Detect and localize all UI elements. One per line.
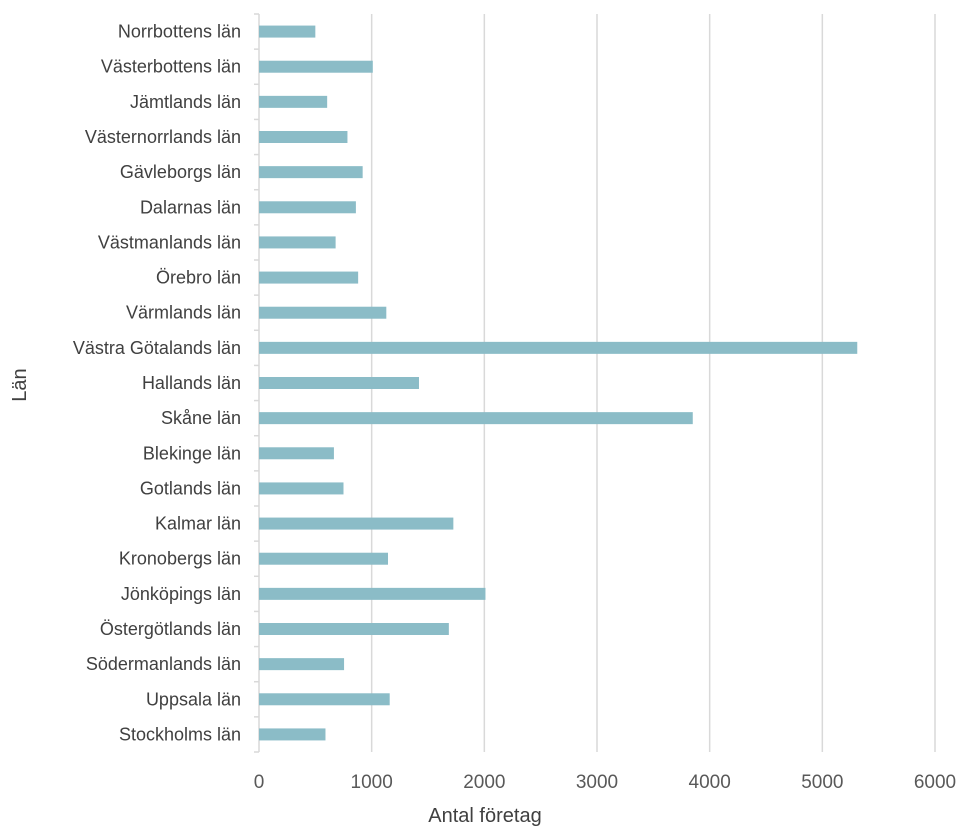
bar: [259, 306, 387, 319]
x-tick-label: 6000: [914, 772, 956, 793]
bar: [259, 412, 693, 425]
bar: [259, 95, 328, 108]
y-axis: [254, 13, 260, 753]
bar: [259, 377, 419, 389]
category-label: Södermanlands län: [86, 654, 241, 674]
category-label: Kronobergs län: [119, 549, 241, 569]
bar: [259, 728, 326, 741]
category-label: Blekinge län: [143, 443, 241, 463]
category-label: Skåne län: [161, 408, 241, 428]
bar: [259, 25, 316, 38]
category-label: Jämtlands län: [130, 92, 241, 112]
category-label: Gotlands län: [140, 478, 241, 498]
bar: [259, 693, 390, 706]
x-tick-labels: 0 1000 2000 3000 4000 5000 6000: [254, 772, 956, 793]
category-label: Norrbottens län: [118, 22, 241, 42]
category-label: Östergötlands län: [100, 619, 241, 639]
bar: [259, 658, 345, 671]
x-tick-label: 0: [254, 772, 265, 793]
category-label: Jönköpings län: [121, 584, 241, 604]
bar: [259, 552, 389, 565]
x-axis-title: Antal företag: [428, 805, 541, 827]
x-tick-label: 4000: [689, 772, 731, 793]
bar: [259, 517, 454, 530]
bar: [259, 60, 373, 73]
bar: [259, 623, 449, 635]
bar: [259, 341, 858, 354]
category-label: Västernorrlands län: [85, 127, 241, 147]
bar: [259, 271, 359, 284]
category-label: Hallands län: [142, 373, 241, 393]
bar: [259, 131, 348, 143]
category-label: Örebro län: [156, 268, 241, 288]
x-tick-label: 2000: [463, 772, 505, 793]
bar: [259, 236, 336, 249]
y-axis-title: Län: [9, 368, 31, 401]
category-label: Västra Götalands län: [73, 338, 241, 358]
category-label: Uppsala län: [146, 689, 241, 709]
bar: [259, 447, 334, 460]
gridlines: [370, 14, 936, 752]
x-tick-label: 5000: [801, 772, 843, 793]
bars: [259, 25, 858, 741]
category-labels: Norrbottens län Västerbottens län Jämtland…: [73, 22, 241, 745]
bar: [259, 587, 486, 600]
bar: [259, 201, 356, 214]
category-label: Västerbottens län: [101, 57, 241, 77]
x-tick-label: 3000: [576, 772, 618, 793]
category-label: Kalmar län: [155, 514, 241, 534]
category-label: Stockholms län: [119, 724, 241, 744]
bar: [259, 166, 363, 179]
x-tick-label: 1000: [351, 772, 393, 793]
category-label: Västmanlands län: [98, 232, 241, 252]
category-label: Dalarnas län: [140, 197, 241, 217]
category-label: Gävleborgs län: [120, 162, 241, 182]
bar: [259, 482, 344, 495]
category-label: Värmlands län: [126, 303, 241, 323]
